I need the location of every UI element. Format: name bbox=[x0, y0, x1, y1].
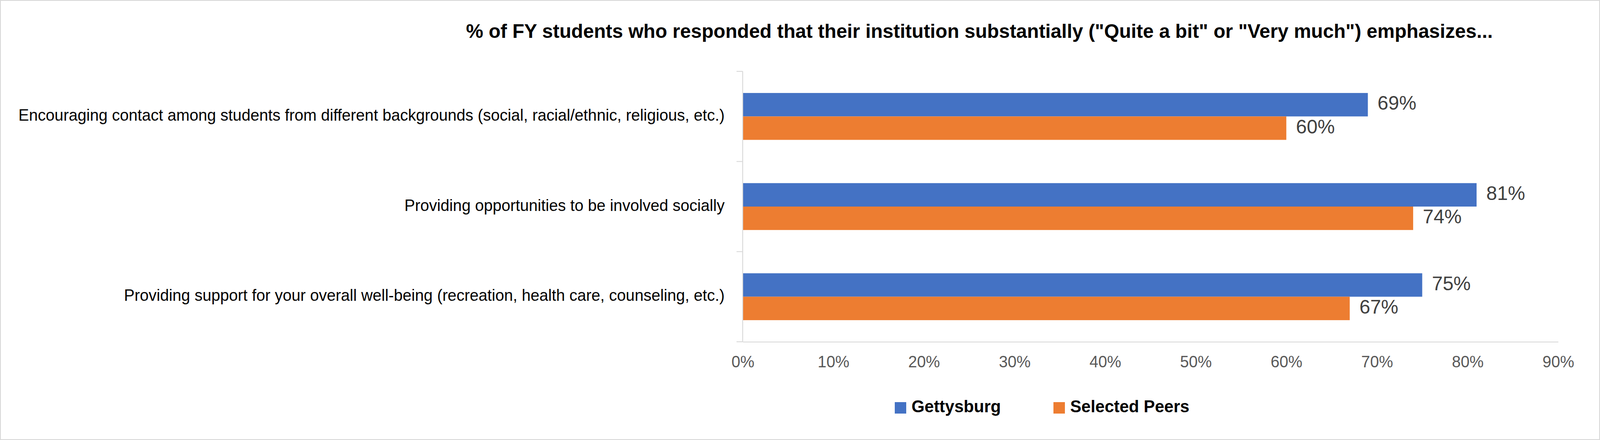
x-tick-label: 80% bbox=[1451, 353, 1484, 372]
x-tick: 80% bbox=[1451, 342, 1484, 372]
legend-swatch bbox=[894, 402, 907, 414]
data-label: 60% bbox=[1295, 115, 1335, 138]
legend-label: Gettysburg bbox=[911, 397, 1001, 417]
x-tick-label: 0% bbox=[731, 353, 755, 372]
title: % of FY students who responded that thei… bbox=[465, 20, 1493, 42]
chart-border bbox=[0, 0, 1600, 440]
y-separator bbox=[736, 341, 743, 343]
x-tick: 60% bbox=[1270, 342, 1303, 372]
x-tick: 40% bbox=[1089, 342, 1122, 372]
x-tick-label: 60% bbox=[1270, 353, 1303, 372]
data-label: 81% bbox=[1486, 182, 1526, 205]
bar bbox=[742, 273, 1423, 297]
x-tick-label: 10% bbox=[817, 353, 850, 372]
category-labels: Encouraging contact among students from … bbox=[18, 106, 725, 305]
x-tick: 10% bbox=[817, 342, 850, 372]
y-separator bbox=[736, 251, 743, 253]
y-axis bbox=[736, 71, 743, 343]
y-separator bbox=[736, 70, 743, 72]
x-tick-label: 50% bbox=[1179, 353, 1212, 372]
x-tick-label: 70% bbox=[1361, 353, 1393, 372]
x-tick: 20% bbox=[908, 342, 941, 372]
x-tick-label: 40% bbox=[1089, 353, 1122, 372]
x-tick: 90% bbox=[1542, 342, 1574, 372]
bars bbox=[742, 93, 1477, 321]
category-label-line: Providing opportunities to be involved s… bbox=[404, 196, 725, 215]
bar bbox=[742, 116, 1287, 140]
data-label: 67% bbox=[1359, 296, 1399, 318]
y-axis-line bbox=[742, 71, 744, 343]
legend-item: Gettysburg bbox=[894, 397, 1001, 417]
data-label: 74% bbox=[1422, 205, 1462, 228]
bar bbox=[742, 297, 1350, 321]
legend: Gettysburg Selected Peers bbox=[894, 397, 1190, 417]
category-label: Encouraging contact among students from … bbox=[18, 106, 725, 125]
x-axis-line bbox=[743, 342, 1559, 343]
chart: % of FY students who responded that thei… bbox=[0, 0, 1600, 440]
x-tick-label: 90% bbox=[1542, 353, 1574, 372]
legend-swatch bbox=[1053, 402, 1065, 414]
x-tick-label: 20% bbox=[908, 353, 941, 372]
x-tick: 30% bbox=[998, 342, 1031, 372]
legend-item: Selected Peers bbox=[1053, 397, 1190, 417]
legend-label: Selected Peers bbox=[1070, 397, 1190, 417]
bar bbox=[742, 93, 1368, 117]
x-tick: 70% bbox=[1361, 342, 1393, 372]
category-label: Providing support for your overall well-… bbox=[123, 286, 725, 305]
bar bbox=[742, 206, 1414, 231]
x-tick: 50% bbox=[1179, 342, 1212, 372]
category-label-line: Providing support for your overall well-… bbox=[123, 286, 725, 305]
x-axis: 0% 10% 20% 30% 40% 50% 60% 70% 80% 90% bbox=[731, 342, 1574, 372]
y-separator bbox=[736, 161, 743, 163]
data-labels: 69% 81% 75% 60% 74% 67% bbox=[1295, 92, 1526, 318]
x-tick: 0% bbox=[731, 342, 755, 372]
data-label: 69% bbox=[1377, 92, 1417, 114]
category-label-line: Encouraging contact among students from … bbox=[18, 106, 725, 125]
category-label: Providing opportunities to be involved s… bbox=[404, 196, 725, 215]
x-tick-label: 30% bbox=[998, 353, 1031, 372]
data-label: 75% bbox=[1432, 272, 1471, 295]
bar bbox=[742, 183, 1477, 207]
